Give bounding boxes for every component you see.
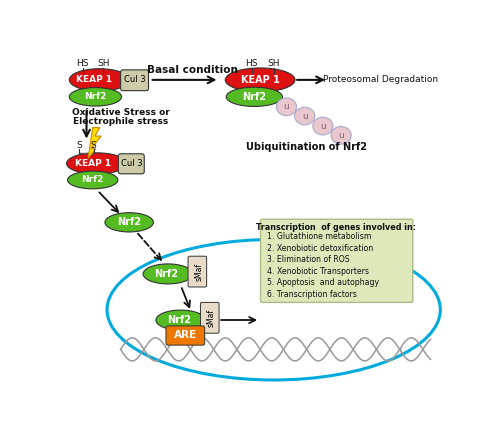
Text: 6. Transcription factors: 6. Transcription factors bbox=[267, 290, 357, 299]
Text: 5. Apoptosis  and autophagy: 5. Apoptosis and autophagy bbox=[267, 278, 379, 287]
FancyBboxPatch shape bbox=[120, 70, 148, 91]
Ellipse shape bbox=[105, 213, 154, 232]
Text: Nrf2: Nrf2 bbox=[84, 92, 106, 101]
Ellipse shape bbox=[294, 107, 315, 125]
Text: S: S bbox=[90, 141, 96, 150]
Polygon shape bbox=[88, 127, 101, 158]
Text: Proteosomal Degradation: Proteosomal Degradation bbox=[322, 75, 438, 84]
Text: Cul 3: Cul 3 bbox=[120, 159, 142, 168]
Text: Nrf2: Nrf2 bbox=[117, 217, 141, 227]
Ellipse shape bbox=[66, 153, 126, 174]
Ellipse shape bbox=[226, 87, 282, 106]
Text: Nrf2: Nrf2 bbox=[82, 176, 104, 184]
Text: ARE: ARE bbox=[174, 330, 197, 340]
Ellipse shape bbox=[70, 88, 122, 106]
Text: Basal condition: Basal condition bbox=[147, 65, 238, 75]
Text: Transcription  of genes involved in:: Transcription of genes involved in: bbox=[256, 223, 416, 232]
Text: u: u bbox=[320, 122, 326, 131]
FancyBboxPatch shape bbox=[188, 256, 206, 287]
Ellipse shape bbox=[143, 264, 192, 284]
FancyBboxPatch shape bbox=[200, 303, 219, 333]
Ellipse shape bbox=[70, 69, 130, 91]
Text: Ubiquitination of Nrf2: Ubiquitination of Nrf2 bbox=[246, 142, 367, 152]
Text: Nrf2: Nrf2 bbox=[167, 315, 191, 325]
Text: SH: SH bbox=[97, 59, 110, 68]
Text: sMaf: sMaf bbox=[194, 262, 203, 280]
Text: Nrf2: Nrf2 bbox=[154, 269, 178, 279]
FancyBboxPatch shape bbox=[118, 154, 144, 174]
Text: 2. Xenobiotic detoxification: 2. Xenobiotic detoxification bbox=[267, 243, 374, 253]
Ellipse shape bbox=[313, 117, 333, 135]
Text: KEAP 1: KEAP 1 bbox=[74, 159, 111, 168]
Text: HS: HS bbox=[246, 59, 258, 68]
FancyBboxPatch shape bbox=[166, 326, 204, 345]
Text: Nrf2: Nrf2 bbox=[242, 92, 266, 102]
Text: KEAP 1: KEAP 1 bbox=[240, 75, 280, 85]
Ellipse shape bbox=[156, 310, 206, 330]
Text: HS: HS bbox=[76, 59, 89, 68]
Text: u: u bbox=[302, 112, 308, 120]
Ellipse shape bbox=[276, 98, 296, 116]
Ellipse shape bbox=[68, 171, 118, 189]
Text: 3. Elimination of ROS: 3. Elimination of ROS bbox=[267, 255, 349, 264]
Text: KEAP 1: KEAP 1 bbox=[76, 75, 112, 84]
Ellipse shape bbox=[225, 68, 295, 92]
Text: sMaf: sMaf bbox=[207, 309, 216, 327]
Text: Oxidative Stress or: Oxidative Stress or bbox=[72, 108, 170, 117]
Ellipse shape bbox=[331, 127, 351, 144]
Text: u: u bbox=[338, 131, 344, 140]
Text: SH: SH bbox=[268, 59, 280, 68]
Text: S: S bbox=[76, 141, 82, 150]
FancyBboxPatch shape bbox=[260, 219, 413, 303]
Text: 4. Xenobiotic Transporters: 4. Xenobiotic Transporters bbox=[267, 267, 369, 276]
Text: Electrophile stress: Electrophile stress bbox=[73, 116, 168, 126]
Text: u: u bbox=[284, 102, 290, 111]
Text: 1. Glutathione metabolism: 1. Glutathione metabolism bbox=[267, 232, 372, 241]
Text: Cul 3: Cul 3 bbox=[124, 75, 146, 84]
